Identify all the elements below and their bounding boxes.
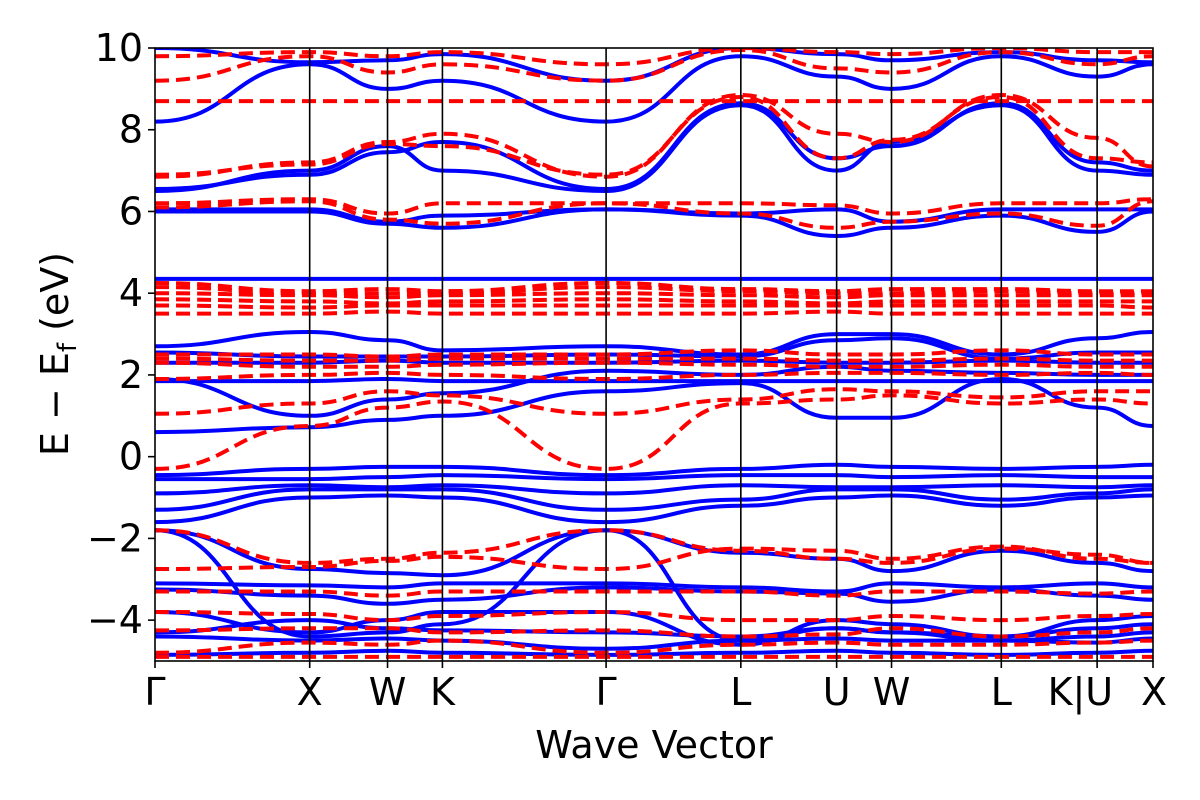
y-tick-label: 10 bbox=[95, 26, 143, 70]
band-line-dashed-24 bbox=[155, 48, 1153, 83]
band-line-solid-10 bbox=[155, 483, 1153, 496]
x-tick-label: Γ bbox=[596, 670, 617, 714]
x-tick-label: Γ bbox=[144, 670, 165, 714]
high-symmetry-lines bbox=[308, 48, 1098, 661]
band-line-dashed-7 bbox=[155, 393, 1153, 471]
y-tick-label: −2 bbox=[87, 516, 143, 560]
band-line-dashed-12 bbox=[155, 348, 1153, 359]
band-line-dashed-17 bbox=[155, 285, 1153, 296]
x-tick-label: U bbox=[823, 670, 851, 714]
x-tick-label: W bbox=[873, 670, 911, 714]
y-tick-label: 0 bbox=[119, 435, 143, 479]
band-line-solid-24 bbox=[155, 54, 1153, 124]
band-line-solid-18 bbox=[155, 330, 1153, 357]
y-axis-label-unit: (eV) bbox=[33, 252, 77, 343]
band-line-dashed-8 bbox=[155, 387, 1153, 416]
x-tick-label: K|U bbox=[1048, 670, 1114, 715]
band-line-solid-14 bbox=[155, 377, 1153, 384]
band-line-dashed-6 bbox=[155, 528, 1153, 565]
band-line-dashed-14 bbox=[155, 303, 1153, 310]
band-line-dashed-4 bbox=[155, 589, 1153, 598]
band-line-solid-9 bbox=[155, 487, 1153, 512]
x-tick-label: L bbox=[730, 670, 751, 714]
band-line-dashed-11 bbox=[155, 356, 1153, 363]
y-axis-label: E − Ef (eV) bbox=[33, 252, 83, 456]
band-line-dashed-15 bbox=[155, 297, 1153, 306]
band-line-solid-23 bbox=[155, 101, 1153, 191]
y-tick-label: 2 bbox=[119, 353, 143, 397]
band-line-solid-11 bbox=[155, 473, 1153, 482]
x-axis-label: Wave Vector bbox=[535, 723, 773, 767]
y-tick-label: 4 bbox=[119, 271, 143, 315]
x-tick-label: X bbox=[297, 670, 323, 714]
x-tick-label: L bbox=[991, 670, 1012, 714]
x-tick-label: W bbox=[369, 670, 407, 714]
series-layer bbox=[155, 48, 1153, 659]
band-line-dashed-9 bbox=[155, 370, 1153, 381]
y-tick-label: 6 bbox=[119, 189, 143, 233]
x-tick-label: K bbox=[430, 670, 456, 714]
y-axis-label-main: E − E bbox=[33, 352, 77, 456]
band-line-solid-25 bbox=[155, 48, 1153, 83]
band-line-solid-0 bbox=[155, 648, 1153, 657]
band-line-dashed-19 bbox=[155, 199, 1153, 230]
band-line-dashed-1 bbox=[155, 638, 1153, 655]
band-line-solid-5 bbox=[155, 581, 1153, 594]
plot-frame bbox=[154, 47, 1154, 662]
y-axis-ticks: −4 −2 0 2 4 6 8 10 bbox=[87, 26, 155, 642]
band-line-dashed-22 bbox=[155, 95, 1153, 177]
band-line-dashed-3 bbox=[155, 610, 1153, 623]
band-line-dashed-10 bbox=[155, 360, 1153, 369]
y-tick-label: 8 bbox=[119, 108, 143, 152]
x-tick-label: X bbox=[1141, 670, 1167, 714]
band-line-dashed-2 bbox=[155, 626, 1153, 639]
band-line-solid-12 bbox=[155, 462, 1153, 478]
y-tick-label: −4 bbox=[87, 598, 143, 642]
band-line-dashed-16 bbox=[155, 291, 1153, 300]
x-axis-ticks: Γ X W K Γ L U W L K|U X bbox=[144, 661, 1167, 715]
y-axis-label-subscript: f bbox=[53, 342, 83, 352]
band-line-solid-8 bbox=[155, 493, 1153, 525]
band-line-dashed-18 bbox=[155, 281, 1153, 294]
band-line-dashed-13 bbox=[155, 309, 1153, 316]
band-line-dashed-20 bbox=[155, 197, 1153, 216]
